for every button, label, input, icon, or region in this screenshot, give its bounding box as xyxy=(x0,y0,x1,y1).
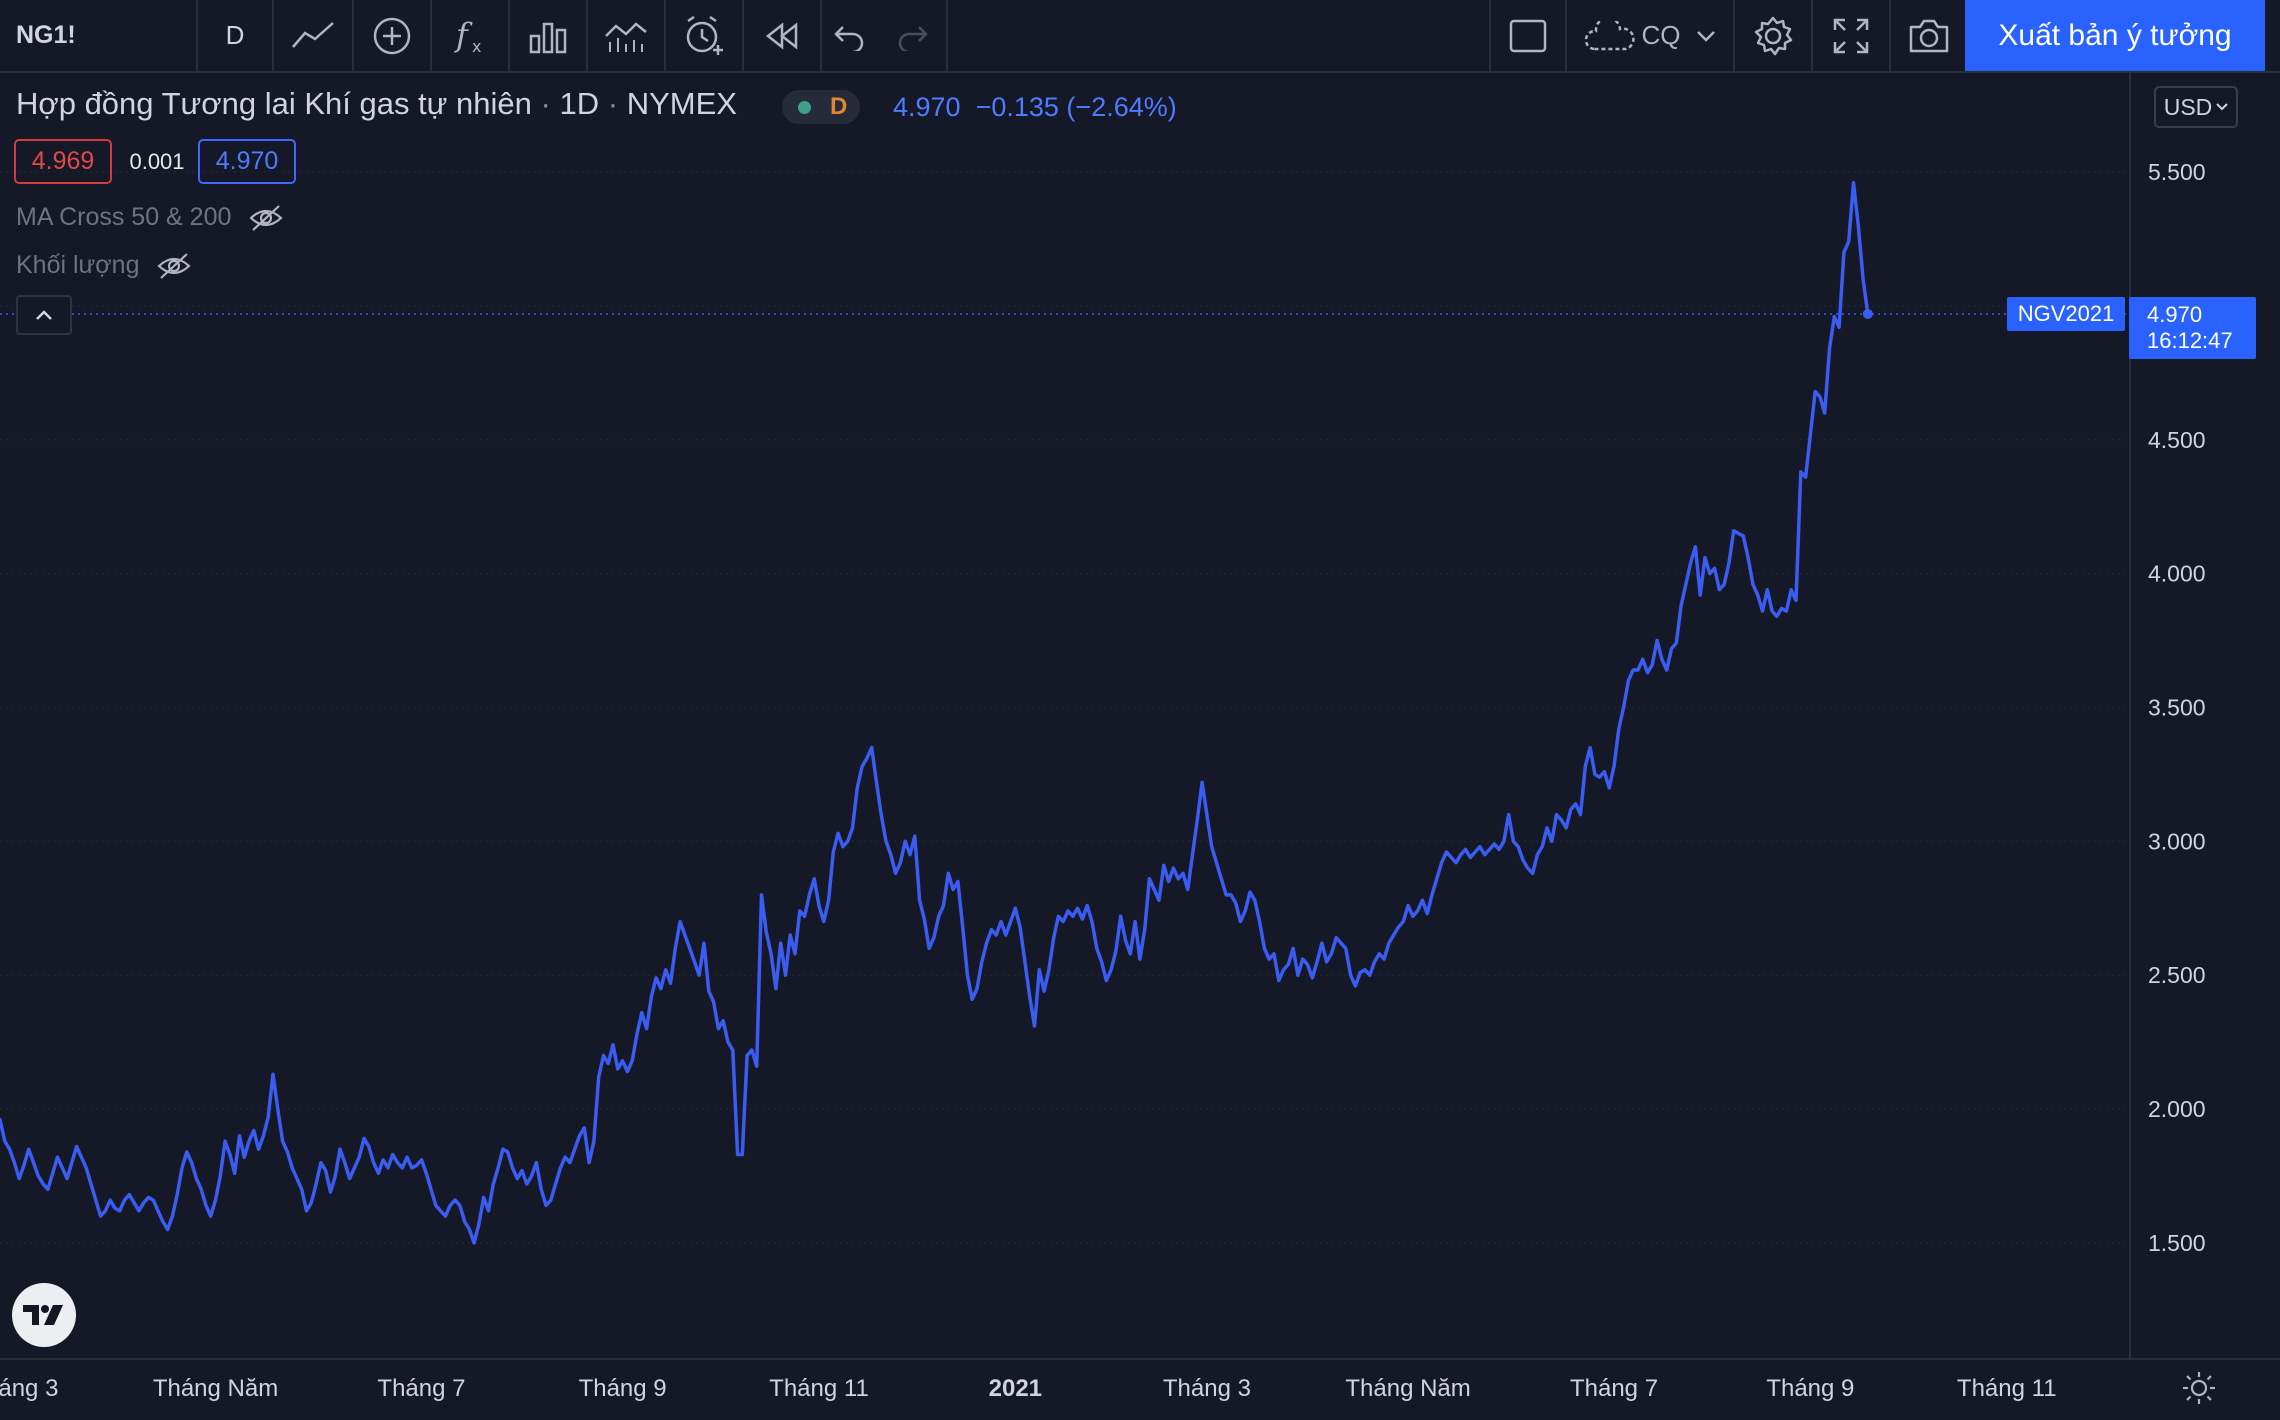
sell-price-button[interactable]: 4.969 xyxy=(14,139,112,184)
x-tick-label: Tháng Năm xyxy=(153,1375,278,1402)
redo-icon[interactable] xyxy=(878,0,948,71)
series-interval: 1D xyxy=(559,86,600,121)
y-tick-label: 1.500 xyxy=(2148,1230,2206,1256)
settings-gear-icon[interactable] xyxy=(1735,0,1813,71)
chevron-down-icon xyxy=(1696,30,1715,42)
x-tick-label: Tháng 3 xyxy=(0,1375,58,1402)
y-tick-label: 2.000 xyxy=(2148,1096,2206,1122)
compare-line-icon[interactable] xyxy=(274,0,354,71)
buy-price-button[interactable]: 4.970 xyxy=(198,139,296,184)
tradingview-logo-icon[interactable] xyxy=(12,1283,76,1347)
time-scale-border xyxy=(0,1358,2280,1360)
series-title[interactable]: Hợp đồng Tương lai Khí gas tự nhiên · 1D… xyxy=(16,86,737,121)
indicator-ma-cross[interactable]: MA Cross 50 & 200 xyxy=(16,203,284,232)
x-tick-label: Tháng 3 xyxy=(1163,1375,1251,1402)
legend-last-price: 4.970 −0.135 (−2.64%) xyxy=(893,92,1177,122)
x-tick-label: Tháng 7 xyxy=(1570,1375,1658,1402)
spread-value: 0.001 xyxy=(129,148,185,174)
x-tick-label: 2021 xyxy=(989,1375,1042,1402)
collapse-legend-button[interactable] xyxy=(16,295,72,335)
x-tick-label: Tháng Năm xyxy=(1345,1375,1470,1402)
interval-button[interactable]: D xyxy=(198,0,274,71)
delayed-data-letter: D xyxy=(830,93,848,120)
x-tick-label: Tháng 9 xyxy=(1766,1375,1854,1402)
last-price-value: 4.970 xyxy=(2147,301,2203,327)
bar-countdown: 16:12:47 xyxy=(2147,327,2233,353)
currency-select[interactable]: USD xyxy=(2154,86,2238,128)
series-name-tag: NGV2021 xyxy=(2007,296,2125,331)
x-tick-label: Tháng 11 xyxy=(1957,1375,2057,1402)
price-series-line xyxy=(0,181,1870,1245)
last-price-dot xyxy=(1862,308,1873,319)
eye-hidden-icon[interactable] xyxy=(249,204,284,232)
theme-toggle-sun-icon[interactable] xyxy=(2181,1370,2217,1411)
chevron-up-icon xyxy=(36,310,52,320)
market-status-badge[interactable]: D xyxy=(782,90,860,124)
eye-hidden-icon[interactable] xyxy=(157,252,192,280)
x-tick-label: Tháng 7 xyxy=(377,1375,465,1402)
x-tick-label: Tháng 11 xyxy=(769,1375,869,1402)
instrument-name: Hợp đồng Tương lai Khí gas tự nhiên xyxy=(16,86,532,121)
layout-square-icon[interactable] xyxy=(1489,0,1567,71)
templates-icon[interactable] xyxy=(588,0,666,71)
y-tick-label: 3.000 xyxy=(2148,828,2206,854)
y-tick-label: 4.500 xyxy=(2148,427,2206,453)
add-symbol-icon[interactable] xyxy=(354,0,432,71)
price-change: −0.135 (−2.64%) xyxy=(975,92,1177,122)
cq-label: CQ xyxy=(1641,20,1681,50)
publish-idea-button[interactable]: Xuất bản ý tưởng xyxy=(1965,0,2265,71)
last-price-tag: 4.970 16:12:47 xyxy=(2129,296,2256,359)
chart-grid xyxy=(0,171,2129,1244)
price-scale-border xyxy=(2129,73,2131,1360)
y-tick-label: 5.500 xyxy=(2148,159,2206,185)
time-scale: Tháng 3 Tháng Năm Tháng 7 Tháng 9 Tháng 11 20… xyxy=(0,1375,2057,1402)
chevron-down-icon xyxy=(2216,103,2228,111)
market-open-dot xyxy=(798,101,811,114)
x-tick-label: Tháng 9 xyxy=(579,1375,667,1402)
indicator-volume[interactable]: Khối lượng xyxy=(16,251,192,280)
undo-icon[interactable] xyxy=(822,0,878,71)
replay-icon[interactable] xyxy=(744,0,822,71)
cloud-save-icon xyxy=(1584,20,1635,50)
y-tick-label: 4.000 xyxy=(2148,561,2206,587)
chart-type-bars-icon[interactable] xyxy=(510,0,588,71)
alert-icon[interactable] xyxy=(666,0,744,71)
cloud-save-button[interactable]: CQ xyxy=(1567,0,1735,71)
series-exchange: NYMEX xyxy=(626,86,737,121)
symbol-search-button[interactable]: NG1! xyxy=(0,0,198,71)
y-tick-label: 2.500 xyxy=(2148,962,2206,988)
y-tick-label: 3.500 xyxy=(2148,694,2206,720)
fullscreen-icon[interactable] xyxy=(1813,0,1891,71)
svg-text:x: x xyxy=(472,37,481,56)
